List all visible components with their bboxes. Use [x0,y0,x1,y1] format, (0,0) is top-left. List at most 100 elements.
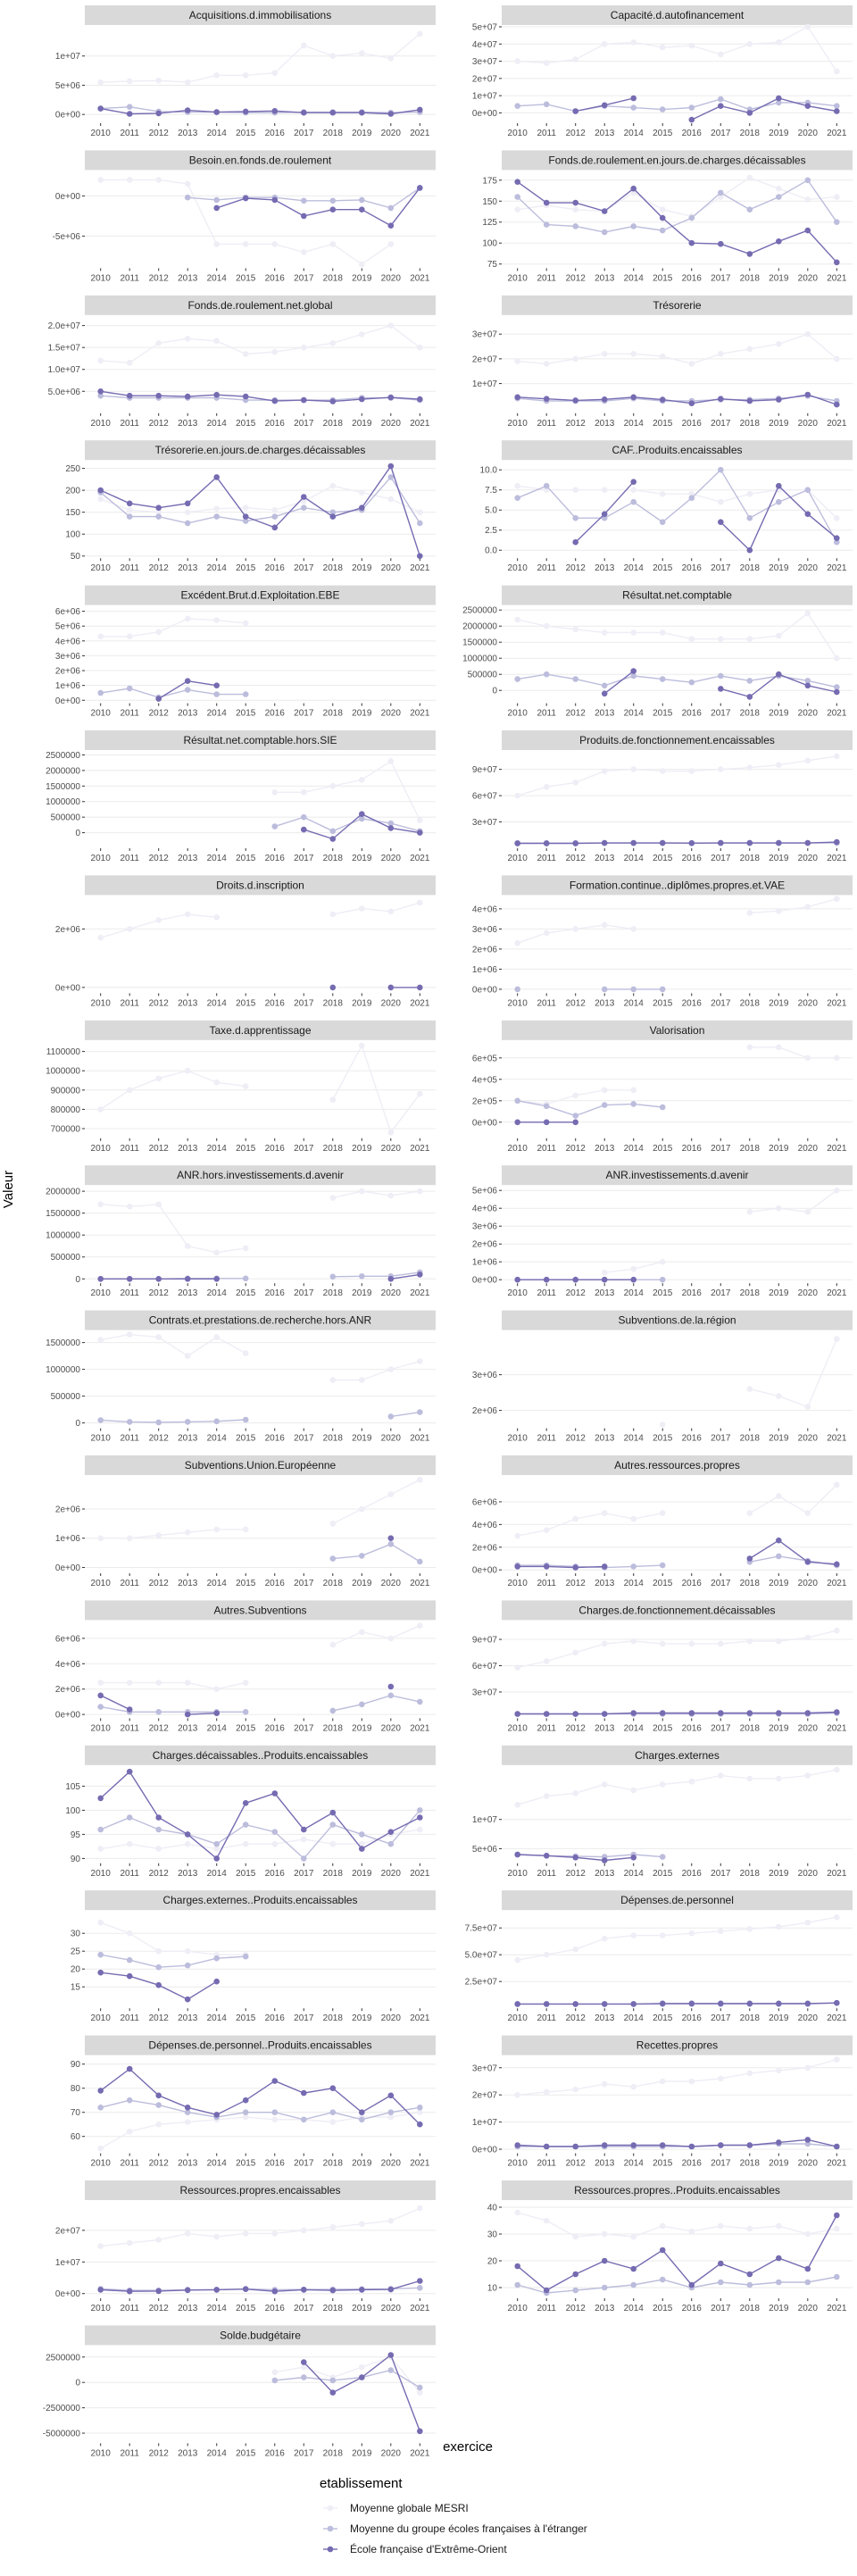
data-point [417,1807,423,1813]
series [514,1999,840,2007]
x-tick-label: 2017 [294,2013,314,2023]
x-tick-label: 2020 [798,2304,819,2313]
x-tick-label: 2017 [711,1288,731,1298]
data-point [834,68,840,75]
data-point [329,911,337,918]
data-point [242,2109,249,2115]
data-point [746,1555,753,1562]
series [97,177,395,268]
x-tick-label: 2012 [149,2304,170,2313]
data-point [184,79,191,86]
data-point [417,1698,423,1705]
data-point [659,1104,666,1111]
x-tick-label: 2010 [508,998,528,1008]
data-point [572,1711,578,1717]
data-point [776,2067,782,2074]
data-point [126,1706,133,1713]
data-point [126,685,133,692]
data-point [746,1710,753,1716]
series [514,1119,578,1126]
x-tick-label: 2010 [508,419,528,429]
data-point [746,2000,753,2007]
data-point [718,1710,724,1716]
data-point [601,768,608,774]
x-tick-label: 2010 [508,1144,528,1154]
data-point [688,495,695,501]
data-point [329,340,337,346]
data-point [155,177,162,183]
series-line [517,1630,837,1669]
y-tick-label: 2000000 [462,622,497,632]
data-point [126,1972,133,1980]
series [97,30,423,86]
data-point [329,2085,337,2091]
data-point [329,1096,337,1103]
data-point [688,1778,695,1785]
data-point [659,768,666,774]
data-point [417,2105,423,2111]
y-tick-label: 0e+00 [472,1276,498,1286]
y-tick-label: 125 [482,218,497,228]
data-point [155,1419,162,1426]
data-point [97,2088,104,2094]
x-tick-label: 2018 [323,1579,344,1588]
data-point [834,2212,840,2219]
facet-strip [85,875,436,896]
facet-panel: Dépenses.de.personnel2.5e+075.0e+077.5e+… [465,1890,853,2023]
data-point [630,1932,637,1938]
data-point [659,629,666,636]
data-point [155,917,162,923]
y-tick-label: 500000 [51,1253,81,1263]
series [97,1042,423,1136]
data-point [387,908,395,915]
data-point [746,678,753,684]
series [514,986,666,993]
data-point [387,820,395,827]
y-tick-label: -2500000 [43,2404,81,2413]
data-point [630,39,637,46]
x-tick-label: 2019 [352,419,372,429]
data-point [184,1680,191,1686]
x-tick-label: 2011 [120,709,139,719]
data-point [630,2281,637,2288]
data-point [301,1855,307,1862]
x-tick-label: 2016 [682,2013,703,2023]
data-point [387,1130,395,1136]
data-point [601,351,608,357]
y-tick-label: 5e+06 [55,622,81,632]
data-point [417,1358,423,1364]
data-point [514,1851,520,1858]
data-point [776,498,782,505]
facet-title: ANR.investissements.d.avenir [605,1169,748,1181]
x-tick-label: 2018 [323,563,344,573]
data-point [630,1563,637,1570]
x-tick-label: 2017 [711,854,731,863]
x-tick-label: 2017 [294,854,314,863]
y-tick-label: 1e+06 [55,1534,81,1544]
x-tick-label: 2018 [323,709,344,719]
x-tick-label: 2010 [91,563,112,573]
y-tick-label: 5e+06 [472,1187,498,1196]
data-point [543,101,550,108]
data-point [572,1649,578,1656]
data-point [97,1535,104,1541]
series [514,2212,840,2294]
x-tick-label: 2013 [178,1579,198,1588]
data-point [155,1814,162,1821]
series-line [517,2058,837,2096]
series [601,1187,840,1276]
x-tick-label: 2016 [682,1434,703,1444]
data-point [659,2222,666,2230]
series-line [332,1360,420,1381]
data-point [804,610,811,617]
x-tick-label: 2016 [265,1434,286,1444]
x-tick-label: 2012 [149,709,170,719]
facet-strip [502,875,853,896]
series-line [100,1829,420,1850]
x-tick-label: 2015 [653,2304,673,2313]
facet-panel: Trésorerie.en.jours.de.charges.décaissab… [65,440,436,573]
data-point [514,495,520,501]
x-tick-label: 2014 [207,1579,228,1588]
x-tick-label: 2012 [149,1723,170,1733]
data-point [718,1772,724,1779]
